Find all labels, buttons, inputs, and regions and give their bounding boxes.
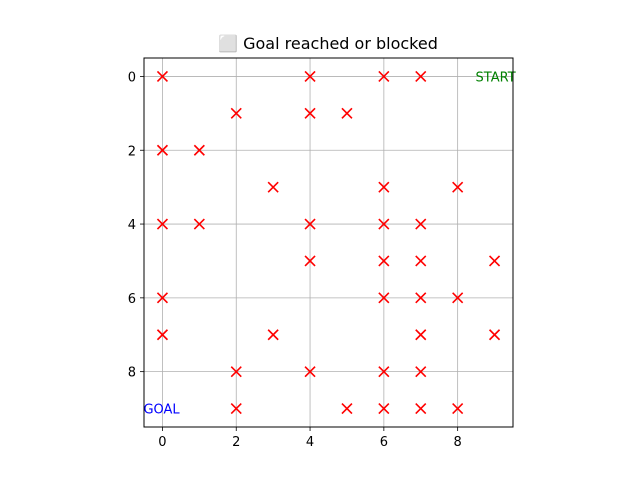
x-axis-ticks: 0 2 4 6 8	[158, 427, 462, 450]
obstacle-marker	[230, 107, 242, 119]
obstacle-markers	[156, 70, 501, 415]
obstacle-marker	[304, 107, 316, 119]
chart-title: ⬜ Goal reached or blocked	[218, 34, 438, 53]
obstacle-marker	[378, 366, 390, 378]
obstacle-marker	[488, 255, 501, 267]
obstacle-marker	[304, 366, 316, 378]
x-tick-label: 0	[158, 435, 166, 450]
obstacle-marker	[415, 402, 427, 415]
obstacle-marker	[378, 292, 390, 304]
obstacle-marker	[341, 402, 353, 415]
obstacle-marker	[267, 181, 279, 193]
x-tick-label: 8	[454, 435, 462, 450]
obstacle-marker	[452, 292, 464, 304]
obstacle-marker	[304, 255, 316, 267]
goal-label: GOAL	[143, 403, 180, 418]
y-tick-label: 0	[128, 70, 136, 85]
obstacle-marker	[415, 329, 427, 341]
obstacle-marker	[156, 70, 169, 83]
obstacle-marker	[341, 107, 353, 119]
obstacle-marker	[156, 329, 169, 341]
y-tick-label: 2	[128, 144, 136, 159]
obstacle-marker	[304, 218, 316, 230]
annotations: START GOAL	[143, 70, 515, 417]
grid-lines	[144, 58, 513, 427]
y-axis-ticks: 0 2 4 6 8	[128, 70, 144, 381]
obstacle-marker	[378, 402, 390, 415]
obstacle-marker	[415, 218, 427, 230]
obstacle-marker	[156, 218, 169, 230]
y-tick-label: 8	[128, 366, 136, 381]
obstacle-marker	[193, 144, 205, 156]
x-tick-label: 6	[380, 435, 388, 450]
obstacle-marker	[452, 181, 464, 193]
obstacle-marker	[267, 329, 279, 341]
obstacle-marker	[156, 292, 169, 304]
obstacle-marker	[193, 218, 205, 230]
obstacle-marker	[378, 181, 390, 193]
plot-frame	[143, 57, 514, 428]
obstacle-marker	[452, 402, 464, 415]
obstacle-marker	[415, 255, 427, 267]
obstacle-marker	[415, 70, 427, 83]
obstacle-marker	[304, 70, 316, 83]
y-tick-label: 4	[128, 218, 136, 233]
obstacle-marker	[378, 218, 390, 230]
obstacle-marker	[488, 329, 501, 341]
obstacle-marker	[415, 292, 427, 304]
obstacle-marker	[378, 70, 390, 83]
obstacle-marker	[230, 366, 242, 378]
obstacle-marker	[230, 402, 242, 415]
x-tick-label: 2	[232, 435, 240, 450]
x-tick-label: 4	[306, 435, 314, 450]
obstacle-marker	[415, 366, 427, 378]
obstacle-marker	[378, 255, 390, 267]
y-tick-label: 6	[128, 292, 136, 307]
obstacle-marker	[156, 144, 169, 156]
start-label: START	[476, 70, 516, 85]
